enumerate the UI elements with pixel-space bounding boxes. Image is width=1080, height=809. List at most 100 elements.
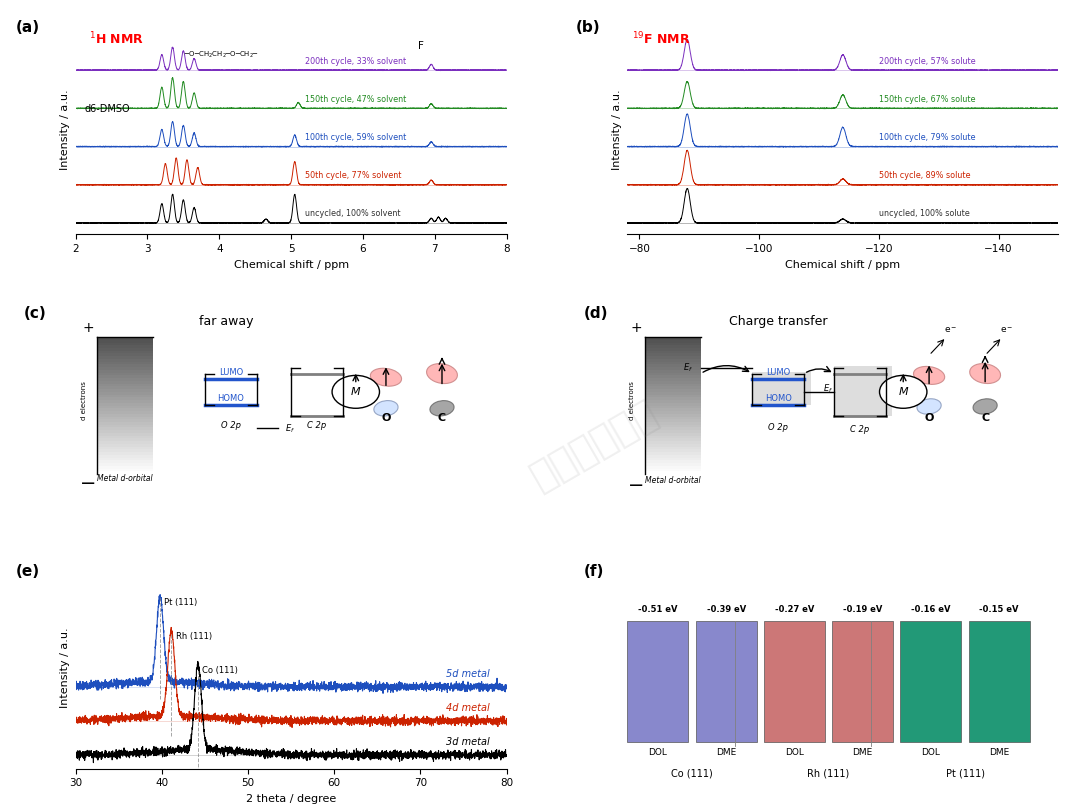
Text: Charge transfer: Charge transfer (729, 315, 827, 328)
Bar (97, 458, 153, 460)
Text: uncycled, 100% solvent: uncycled, 100% solvent (306, 210, 401, 218)
Bar (645, 403, 701, 405)
Bar (645, 405, 701, 409)
Bar (645, 362, 701, 364)
Bar (645, 351, 701, 354)
Ellipse shape (332, 375, 379, 409)
Bar (97, 389, 153, 392)
Ellipse shape (427, 363, 458, 383)
Text: e$^-$: e$^-$ (1000, 326, 1013, 336)
Text: Metal d-orbital: Metal d-orbital (645, 477, 701, 485)
Bar (645, 419, 701, 422)
Ellipse shape (914, 366, 945, 384)
Text: (e): (e) (15, 564, 39, 578)
Bar (97, 427, 153, 430)
Bar (645, 430, 701, 433)
Bar (645, 370, 701, 373)
X-axis label: 2 theta / degree: 2 theta / degree (246, 794, 336, 804)
Text: Pt (111): Pt (111) (164, 598, 198, 608)
Bar (97, 356, 153, 359)
Bar (97, 345, 153, 348)
Text: F: F (418, 41, 423, 51)
Bar (97, 354, 153, 356)
Text: 150th cycle, 47% solvent: 150th cycle, 47% solvent (306, 95, 407, 104)
Bar (97, 472, 153, 474)
Ellipse shape (970, 363, 1000, 383)
Bar (645, 425, 701, 427)
Y-axis label: Intensity / a.u.: Intensity / a.u. (60, 628, 70, 709)
Bar (645, 400, 701, 403)
Text: 5d metal: 5d metal (446, 668, 489, 679)
Bar (97, 413, 153, 417)
Text: 150th cycle, 67% solute: 150th cycle, 67% solute (879, 95, 975, 104)
Bar (645, 422, 701, 425)
Text: 电池顶刊集锦: 电池顶刊集锦 (524, 393, 664, 497)
Bar (645, 348, 701, 351)
Bar (97, 348, 153, 351)
Text: M: M (899, 387, 908, 397)
Bar (97, 436, 153, 438)
Bar (97, 460, 153, 463)
Text: C: C (437, 413, 446, 423)
Bar (97, 441, 153, 444)
Text: -0.16 eV: -0.16 eV (912, 605, 950, 615)
Text: DME: DME (716, 748, 737, 757)
Bar (645, 417, 701, 419)
Bar (97, 447, 153, 449)
Bar (97, 438, 153, 441)
Bar (97, 411, 153, 413)
Text: Co (111): Co (111) (671, 769, 713, 778)
Bar (645, 468, 701, 472)
Text: Co (111): Co (111) (202, 667, 239, 676)
FancyBboxPatch shape (627, 621, 688, 742)
Bar (97, 381, 153, 383)
Bar (97, 425, 153, 427)
Text: Metal d-orbital: Metal d-orbital (97, 474, 153, 483)
Bar (645, 411, 701, 413)
Text: M: M (351, 387, 361, 397)
Text: (f): (f) (584, 564, 605, 578)
Bar (645, 383, 701, 387)
FancyBboxPatch shape (969, 621, 1029, 742)
Bar (97, 400, 153, 403)
Text: (a): (a) (15, 20, 39, 35)
Text: LUMO: LUMO (218, 368, 243, 377)
Bar (97, 340, 153, 342)
Text: −: − (80, 474, 97, 493)
Text: d electrons: d electrons (629, 382, 635, 421)
Bar (97, 367, 153, 370)
Bar (97, 342, 153, 345)
FancyBboxPatch shape (901, 621, 961, 742)
Ellipse shape (973, 399, 997, 414)
Bar (97, 466, 153, 468)
Bar (645, 409, 701, 411)
Bar (645, 367, 701, 370)
Text: DOL: DOL (785, 748, 804, 757)
Bar (645, 463, 701, 466)
Ellipse shape (430, 400, 454, 416)
Text: HOMO: HOMO (217, 394, 244, 403)
Bar (97, 455, 153, 458)
Text: C 2p: C 2p (850, 425, 869, 434)
Bar (645, 460, 701, 463)
Bar (645, 447, 701, 449)
FancyBboxPatch shape (696, 621, 757, 742)
Text: C: C (981, 413, 989, 423)
Bar (645, 449, 701, 452)
Bar (645, 455, 701, 458)
Text: +: + (83, 321, 94, 335)
Bar (645, 472, 701, 474)
Bar (97, 383, 153, 387)
Bar (97, 419, 153, 422)
Bar (97, 397, 153, 400)
Bar (645, 340, 701, 342)
Bar (97, 433, 153, 436)
Text: Rh (111): Rh (111) (176, 633, 212, 642)
Text: DOL: DOL (921, 748, 941, 757)
Text: ⬡: ⬡ (271, 45, 285, 63)
Text: $E_f$: $E_f$ (285, 422, 295, 434)
Bar (645, 387, 701, 389)
Bar (97, 430, 153, 433)
Text: +: + (630, 321, 642, 335)
Bar (97, 387, 153, 389)
